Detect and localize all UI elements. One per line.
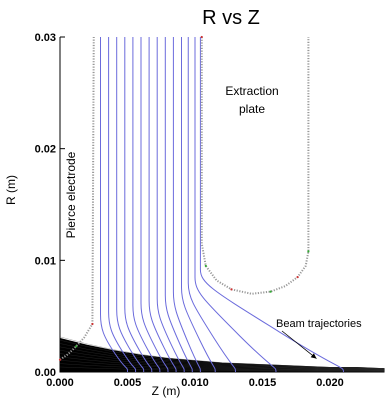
x-tick-label-4: 0.020	[316, 377, 344, 389]
beam-trajectories-annotation: Beam trajectories	[276, 318, 362, 330]
equipotential-line-8	[164, 37, 193, 373]
x-tick-label-1: 0.005	[114, 377, 142, 389]
beam-trajectory-line-7	[59, 343, 385, 370]
equipotential-line-9	[172, 37, 201, 373]
beam-trajectory-line-0	[59, 366, 385, 372]
x-tick-label-0: 0.000	[46, 377, 74, 389]
beam-trajectory-line-3	[59, 356, 385, 371]
y-tick-label-2: 0.02	[35, 144, 56, 156]
equipotential-line-11	[187, 37, 237, 373]
x-tick-label-2: 0.010	[181, 377, 209, 389]
beam-trajectory-line-9	[59, 336, 385, 369]
chart-title: R vs Z	[202, 7, 260, 29]
equipotential-line-6	[148, 37, 177, 373]
equipotential-line-10	[181, 37, 216, 373]
x-axis-label: Z (m)	[152, 384, 181, 398]
equipotential-line-12	[194, 37, 277, 373]
x-tick-label-3: 0.015	[249, 377, 277, 389]
beam-trajectory-line-5	[59, 349, 385, 371]
beam-trajectory-arrow-head	[310, 353, 317, 359]
extraction-plate-boundary-dot-6	[269, 290, 272, 293]
equipotential-line-5	[140, 37, 169, 373]
y-tick-label-0: 0.00	[35, 367, 56, 379]
pierce-electrode-boundary	[59, 36, 95, 361]
equipotential-line-13	[199, 37, 344, 373]
equipotential-line-1	[108, 37, 137, 373]
beam-trajectory-line-1	[59, 363, 385, 372]
equipotential-line-2	[116, 37, 145, 373]
equipotential-line-3	[124, 37, 153, 373]
equipotential-line-4	[132, 37, 161, 373]
y-tick-label-3: 0.03	[35, 32, 56, 44]
beam-trajectory-arrow-line	[281, 330, 317, 359]
beam-trajectory-line-6	[59, 346, 385, 370]
extraction-plate-boundary	[200, 37, 310, 295]
pierce-electrode-boundary-dot-2	[75, 345, 78, 348]
extraction-plate-annotation-line2: plate	[239, 102, 265, 116]
extraction-plate-boundary-dot-0	[200, 35, 203, 39]
equipotential-line-7	[156, 37, 185, 373]
extraction-plate-boundary-dot-8	[296, 275, 299, 279]
extraction-plate-annotation-line1: Extraction	[225, 84, 278, 98]
beam-trajectory-line-4	[59, 353, 385, 371]
plot-area: 0.000 0.005 0.010 0.015 0.020 0.00 0.01 0.02 0.0…	[35, 32, 385, 389]
pierce-electrode-boundary-dot-0	[58, 358, 62, 361]
y-tick-label-1: 0.01	[35, 255, 56, 267]
extraction-plate-boundary-dot-4	[230, 288, 233, 291]
extraction-plate-boundary-dot-2	[204, 264, 207, 268]
pierce-electrode-boundary-dot-4	[91, 322, 94, 326]
extraction-plate-boundary-dot-10	[307, 250, 310, 253]
pierce-electrode-annotation: Pierce electrode	[64, 151, 78, 238]
beam-trajectory-line-2	[59, 360, 385, 372]
y-axis-label: R (m)	[4, 175, 18, 205]
equipotential-line-0	[100, 37, 128, 373]
